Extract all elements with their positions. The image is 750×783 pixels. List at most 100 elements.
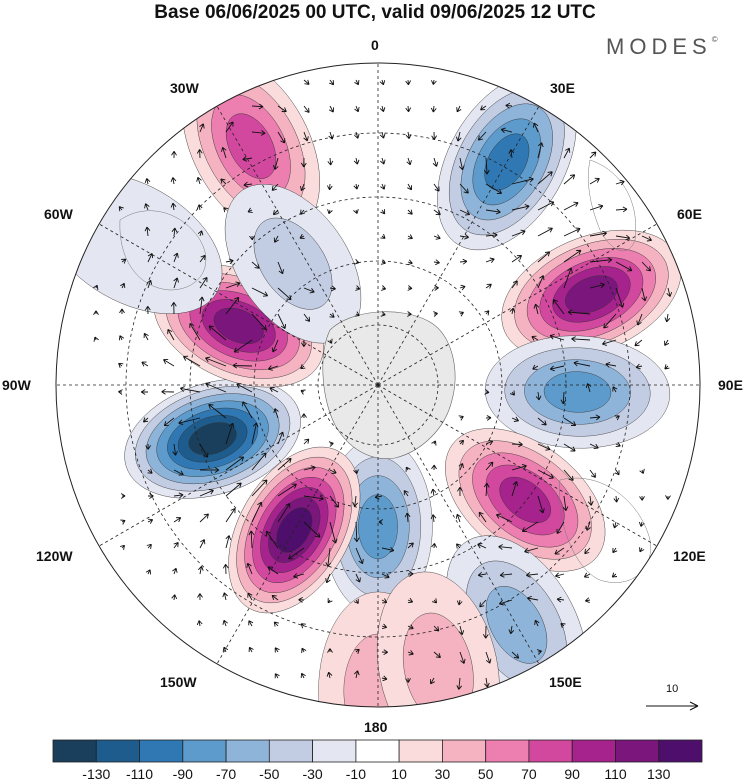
wind-arrow <box>407 209 413 215</box>
wind-arrow <box>589 204 604 211</box>
wind-arrow <box>433 234 441 240</box>
wind-arrow <box>499 572 513 578</box>
wind-arrow <box>303 105 310 113</box>
wind-arrow <box>354 311 360 317</box>
wind-arrow <box>458 157 465 171</box>
colorbar-swatch <box>268 739 313 763</box>
wind-arrow <box>374 493 383 500</box>
wind-arrow <box>225 281 241 289</box>
wind-arrow <box>552 299 565 315</box>
wind-arrow <box>459 233 469 240</box>
wind-arrow <box>585 383 592 393</box>
wind-arrow <box>500 127 513 134</box>
colorbar-tick-label: -90 <box>172 766 193 782</box>
anomaly-shading <box>56 63 682 707</box>
wind-arrow <box>381 675 388 682</box>
wind-arrow <box>526 572 539 578</box>
wind-arrow <box>144 178 151 185</box>
wind-arrow <box>353 521 360 543</box>
wind-arrow <box>380 183 386 190</box>
colorbar-swatch <box>312 739 357 763</box>
wind-arrow <box>277 457 292 471</box>
wind-arrow <box>173 469 184 476</box>
wind-arrow <box>537 201 555 211</box>
wind-arrow <box>511 416 519 422</box>
wind-arrow <box>484 389 490 395</box>
wind-arrow <box>459 651 466 664</box>
reference-vector-label: 10 <box>666 683 679 695</box>
wind-arrow <box>196 149 203 159</box>
wind-arrow <box>611 572 618 578</box>
wind-arrow <box>641 287 648 302</box>
wind-arrow <box>273 157 279 170</box>
anomaly-contour <box>402 612 474 707</box>
modes-logo: MODES© <box>606 34 718 60</box>
wind-arrow <box>567 309 591 316</box>
wind-arrow <box>379 79 386 86</box>
wind-arrow <box>196 620 203 627</box>
anomaly-contour <box>276 507 313 553</box>
wind-arrow <box>205 356 227 367</box>
wind-arrow <box>483 157 490 175</box>
colorbar-tick-label: -10 <box>345 766 367 782</box>
wind-arrow <box>405 466 411 472</box>
wind-arrow <box>222 646 229 653</box>
wind-arrow <box>326 671 333 679</box>
wind-arrow <box>573 360 591 367</box>
wind-arrow <box>430 105 437 113</box>
anomaly-contour <box>213 307 264 345</box>
wind-arrow <box>458 415 464 421</box>
wind-arrow <box>556 596 565 603</box>
lon-label-180: 180 <box>364 719 388 735</box>
wind-arrow <box>511 176 534 185</box>
wind-arrow <box>589 282 605 289</box>
colorbar <box>52 739 703 763</box>
wind-arrow <box>589 230 608 237</box>
wind-arrow <box>277 105 287 113</box>
wind-arrow <box>354 79 360 86</box>
wind-arrow <box>455 131 462 142</box>
wind-vectors <box>93 79 673 690</box>
wind-arrow <box>236 383 253 393</box>
wind-arrow <box>458 463 464 471</box>
colorbar-tick-label: -70 <box>215 766 237 782</box>
wind-arrow <box>614 469 620 476</box>
wind-arrow <box>532 122 539 133</box>
colorbar-tick-label: -50 <box>259 766 280 782</box>
lon-label-120e: 120E <box>673 548 706 564</box>
lon-label-30e: 30E <box>550 80 575 96</box>
wind-arrow <box>251 261 260 269</box>
wind-arrow <box>430 514 437 523</box>
wind-arrow <box>433 209 441 216</box>
wind-arrow <box>300 389 306 395</box>
wind-arrow <box>430 488 437 497</box>
wind-arrow <box>405 131 412 140</box>
wind-arrow <box>163 359 175 367</box>
wind-arrow <box>246 562 253 575</box>
wind-arrow <box>183 355 201 367</box>
wind-arrow <box>288 547 305 560</box>
wind-arrow <box>118 335 125 341</box>
wind-arrow <box>511 229 526 237</box>
wind-arrow <box>641 235 652 242</box>
wind-arrow <box>271 594 279 601</box>
wind-arrow <box>589 151 597 159</box>
wind-arrow <box>485 257 495 263</box>
wind-arrow <box>303 79 310 85</box>
wind-arrow <box>615 441 621 448</box>
lon-label-150w: 150W <box>160 674 197 690</box>
colorbar-swatch <box>615 739 660 763</box>
wind-arrow <box>560 391 567 405</box>
wind-arrow <box>223 207 229 213</box>
wind-arrow <box>271 183 279 191</box>
wind-arrow <box>635 363 643 370</box>
wind-arrow <box>511 204 530 211</box>
wind-arrow <box>251 479 268 497</box>
wind-arrow <box>509 307 516 315</box>
wind-arrow <box>119 544 125 550</box>
wind-arrow <box>273 408 279 419</box>
colorbar-swatch <box>139 739 184 763</box>
wind-arrow <box>221 146 227 159</box>
wind-arrow <box>589 469 596 478</box>
wind-arrow <box>459 183 469 194</box>
